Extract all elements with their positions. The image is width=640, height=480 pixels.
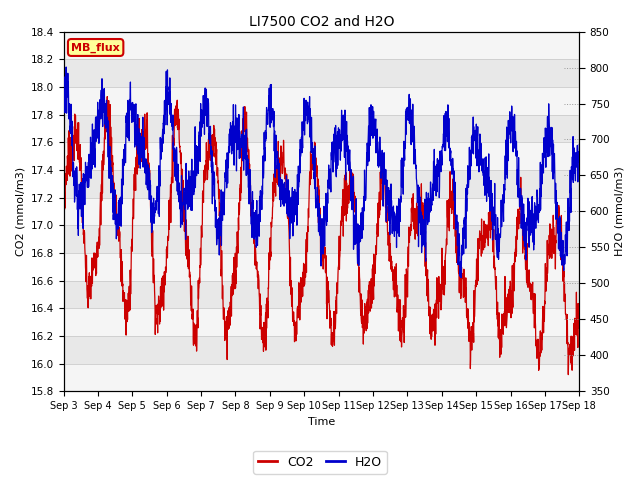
- Bar: [63, 253, 579, 281]
- CO2: [348, 181, 355, 187]
- X-axis label: Time: Time: [308, 417, 335, 427]
- CO2: [204, 175, 211, 180]
- CO2: [564, 372, 572, 377]
- CO2: [530, 297, 538, 302]
- CO2: [575, 325, 583, 331]
- H2O: [531, 241, 538, 247]
- Y-axis label: CO2 (mmol/m3): CO2 (mmol/m3): [15, 167, 25, 256]
- H2O: [204, 108, 211, 114]
- CO2: [471, 298, 479, 303]
- H2O: [60, 78, 67, 84]
- Bar: [63, 142, 579, 170]
- H2O: [62, 64, 70, 70]
- Bar: [63, 364, 579, 391]
- CO2: [336, 240, 344, 245]
- Bar: [63, 198, 579, 225]
- Line: CO2: CO2: [63, 96, 579, 374]
- CO2: [104, 94, 111, 99]
- H2O: [336, 132, 344, 137]
- Bar: [63, 308, 579, 336]
- H2O: [348, 167, 355, 173]
- CO2: [60, 197, 67, 203]
- Text: MB_flux: MB_flux: [71, 42, 120, 53]
- Bar: [63, 87, 579, 115]
- H2O: [472, 128, 479, 133]
- Y-axis label: H2O (mmol/m3): H2O (mmol/m3): [615, 167, 625, 256]
- H2O: [457, 275, 465, 280]
- Title: LI7500 CO2 and H2O: LI7500 CO2 and H2O: [249, 15, 394, 29]
- CO2: [545, 243, 552, 249]
- H2O: [575, 142, 583, 147]
- H2O: [545, 132, 552, 137]
- Bar: [63, 32, 579, 59]
- Legend: CO2, H2O: CO2, H2O: [253, 451, 387, 474]
- Line: H2O: H2O: [63, 67, 579, 277]
